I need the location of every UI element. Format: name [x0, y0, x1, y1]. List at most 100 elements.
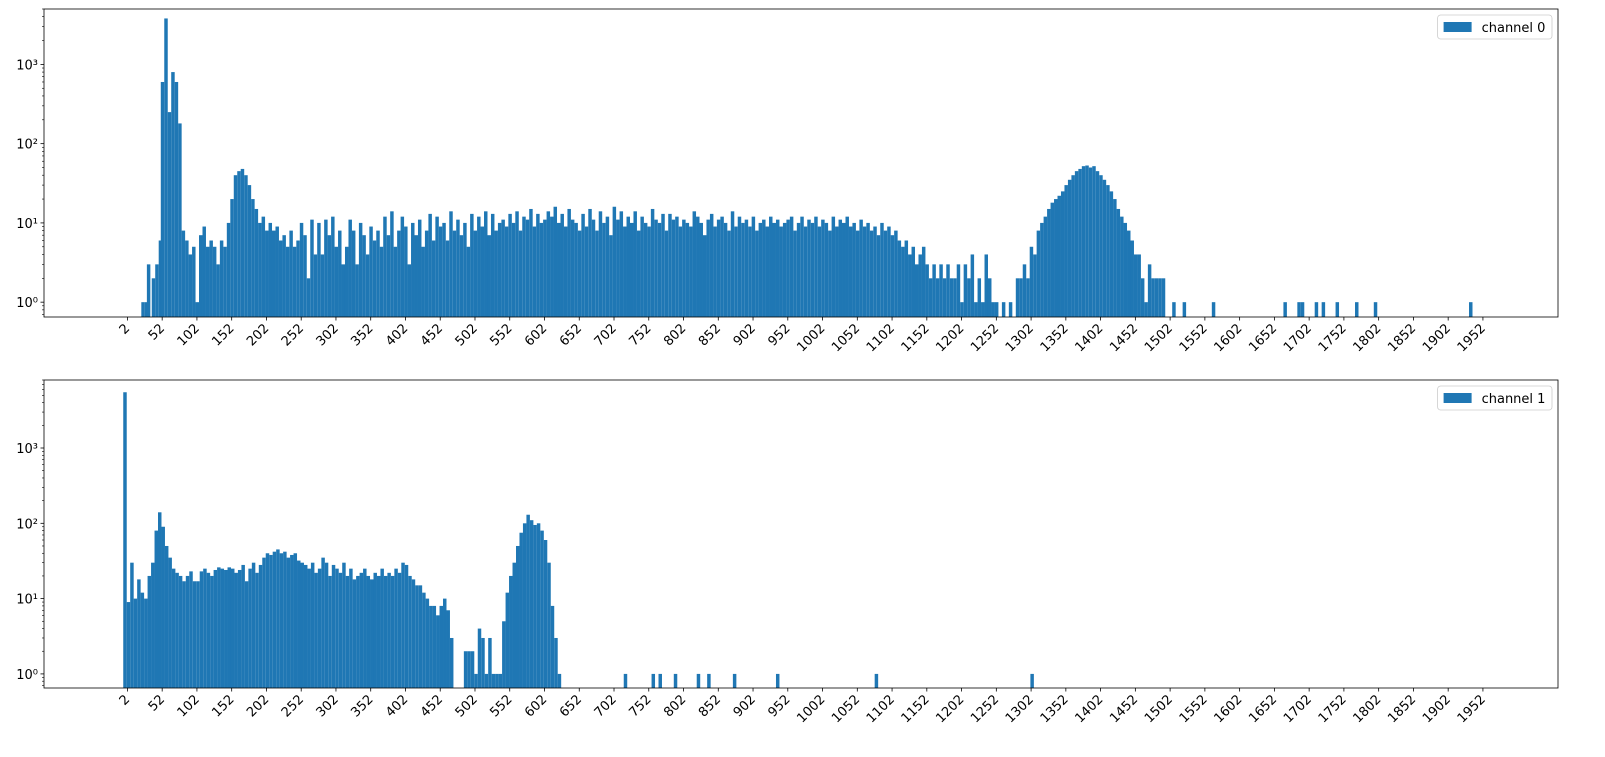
histogram-bar [185, 240, 189, 317]
histogram-bar [529, 208, 533, 317]
histogram-bar [269, 554, 273, 688]
channel-1-bars [123, 392, 1034, 688]
histogram-bar [1064, 185, 1068, 317]
histogram-bar [356, 575, 360, 688]
histogram-bar [949, 278, 954, 317]
histogram-bar [158, 240, 163, 317]
histogram-bar [178, 575, 183, 688]
histogram-bar [1283, 302, 1287, 317]
histogram-bar [363, 568, 367, 688]
histogram-bar [543, 219, 547, 317]
histogram-bar [283, 551, 287, 688]
histogram-bar [842, 222, 846, 317]
histogram-bar [612, 206, 617, 317]
histogram-bar [369, 226, 373, 317]
histogram-bar [370, 579, 374, 688]
histogram-bar [574, 222, 578, 317]
histogram-bar [1154, 278, 1159, 317]
histogram-bar [953, 278, 957, 317]
histogram-bar [1355, 302, 1359, 317]
histogram-bar [164, 545, 169, 688]
histogram-bar [498, 673, 503, 688]
histogram-bar [1008, 302, 1013, 317]
histogram-bar [439, 605, 444, 688]
histogram-bar [217, 567, 221, 688]
histogram-bar [432, 605, 437, 688]
histogram-bar [442, 222, 446, 317]
histogram-bar [209, 240, 213, 317]
histogram-bar [862, 226, 867, 317]
histogram-bar [505, 592, 510, 688]
histogram-bar [918, 254, 922, 317]
channel-0-legend: channel 0 [1437, 14, 1553, 40]
histogram-bar [341, 264, 345, 317]
histogram-bar [911, 246, 916, 317]
histogram-bar [278, 240, 283, 317]
histogram-bar [192, 581, 197, 688]
histogram-bar [734, 226, 738, 317]
histogram-bar [915, 264, 919, 317]
histogram-bar [1081, 166, 1086, 317]
histogram-bar [1133, 254, 1138, 317]
histogram-bar [293, 553, 298, 688]
histogram-bar [379, 246, 384, 317]
histogram-bar [401, 562, 405, 688]
histogram-bar [141, 302, 145, 317]
histogram-bar [254, 208, 259, 317]
histogram-bar [431, 240, 436, 317]
legend-label: channel 1 [1482, 392, 1546, 407]
histogram-bar [390, 211, 394, 317]
histogram-bar [751, 216, 756, 317]
histogram-bar [495, 673, 499, 688]
histogram-bar [449, 637, 454, 688]
histogram-bar [314, 572, 318, 688]
histogram-bar [550, 605, 555, 688]
y-tick-label: 10⁰ [16, 668, 38, 683]
histogram-bar [762, 219, 766, 317]
histogram-bar [939, 264, 943, 317]
histogram-bar [1001, 302, 1006, 317]
histogram-bar [1074, 171, 1079, 317]
histogram-bar [737, 216, 742, 317]
histogram-bar [925, 264, 929, 317]
histogram-bar [258, 564, 263, 688]
histogram-bar [550, 216, 554, 317]
histogram-bar [543, 540, 548, 688]
histogram-bar [459, 235, 464, 317]
histogram-bar [928, 278, 933, 317]
histogram-bar [210, 575, 214, 688]
histogram-bar [852, 222, 856, 317]
histogram-bar [1047, 208, 1051, 317]
histogram-bar [501, 219, 505, 317]
histogram-bar [755, 230, 759, 317]
y-tick-label: 10³ [16, 442, 38, 457]
histogram-bar [477, 216, 481, 317]
channel-0-bars [141, 18, 1473, 318]
histogram-bar [821, 219, 825, 317]
histogram-bar [987, 278, 992, 317]
histogram-bar [1182, 302, 1187, 317]
histogram-bar [171, 72, 175, 317]
histogram-bar [716, 219, 721, 317]
histogram-bar [345, 575, 350, 688]
histogram-bar [446, 610, 450, 688]
histogram-bar [404, 226, 408, 317]
y-tick-label: 10³ [16, 58, 38, 73]
histogram-bar [1043, 216, 1048, 317]
histogram-bar [140, 592, 145, 688]
histogram-bar [331, 564, 336, 688]
histogram-bar [376, 230, 380, 317]
histogram-bar [664, 230, 669, 317]
histogram-bar [233, 175, 238, 317]
histogram-bar [265, 553, 270, 688]
histogram-bar [397, 572, 402, 688]
histogram-bar [1123, 222, 1128, 317]
histogram-bar [515, 211, 519, 317]
histogram-bar [415, 585, 419, 688]
histogram-bar [241, 564, 245, 688]
histogram-bar [883, 230, 888, 317]
histogram-bar [244, 581, 249, 688]
histogram-bar [404, 564, 409, 688]
legend-box [1437, 385, 1553, 411]
histogram-bar [633, 211, 637, 317]
